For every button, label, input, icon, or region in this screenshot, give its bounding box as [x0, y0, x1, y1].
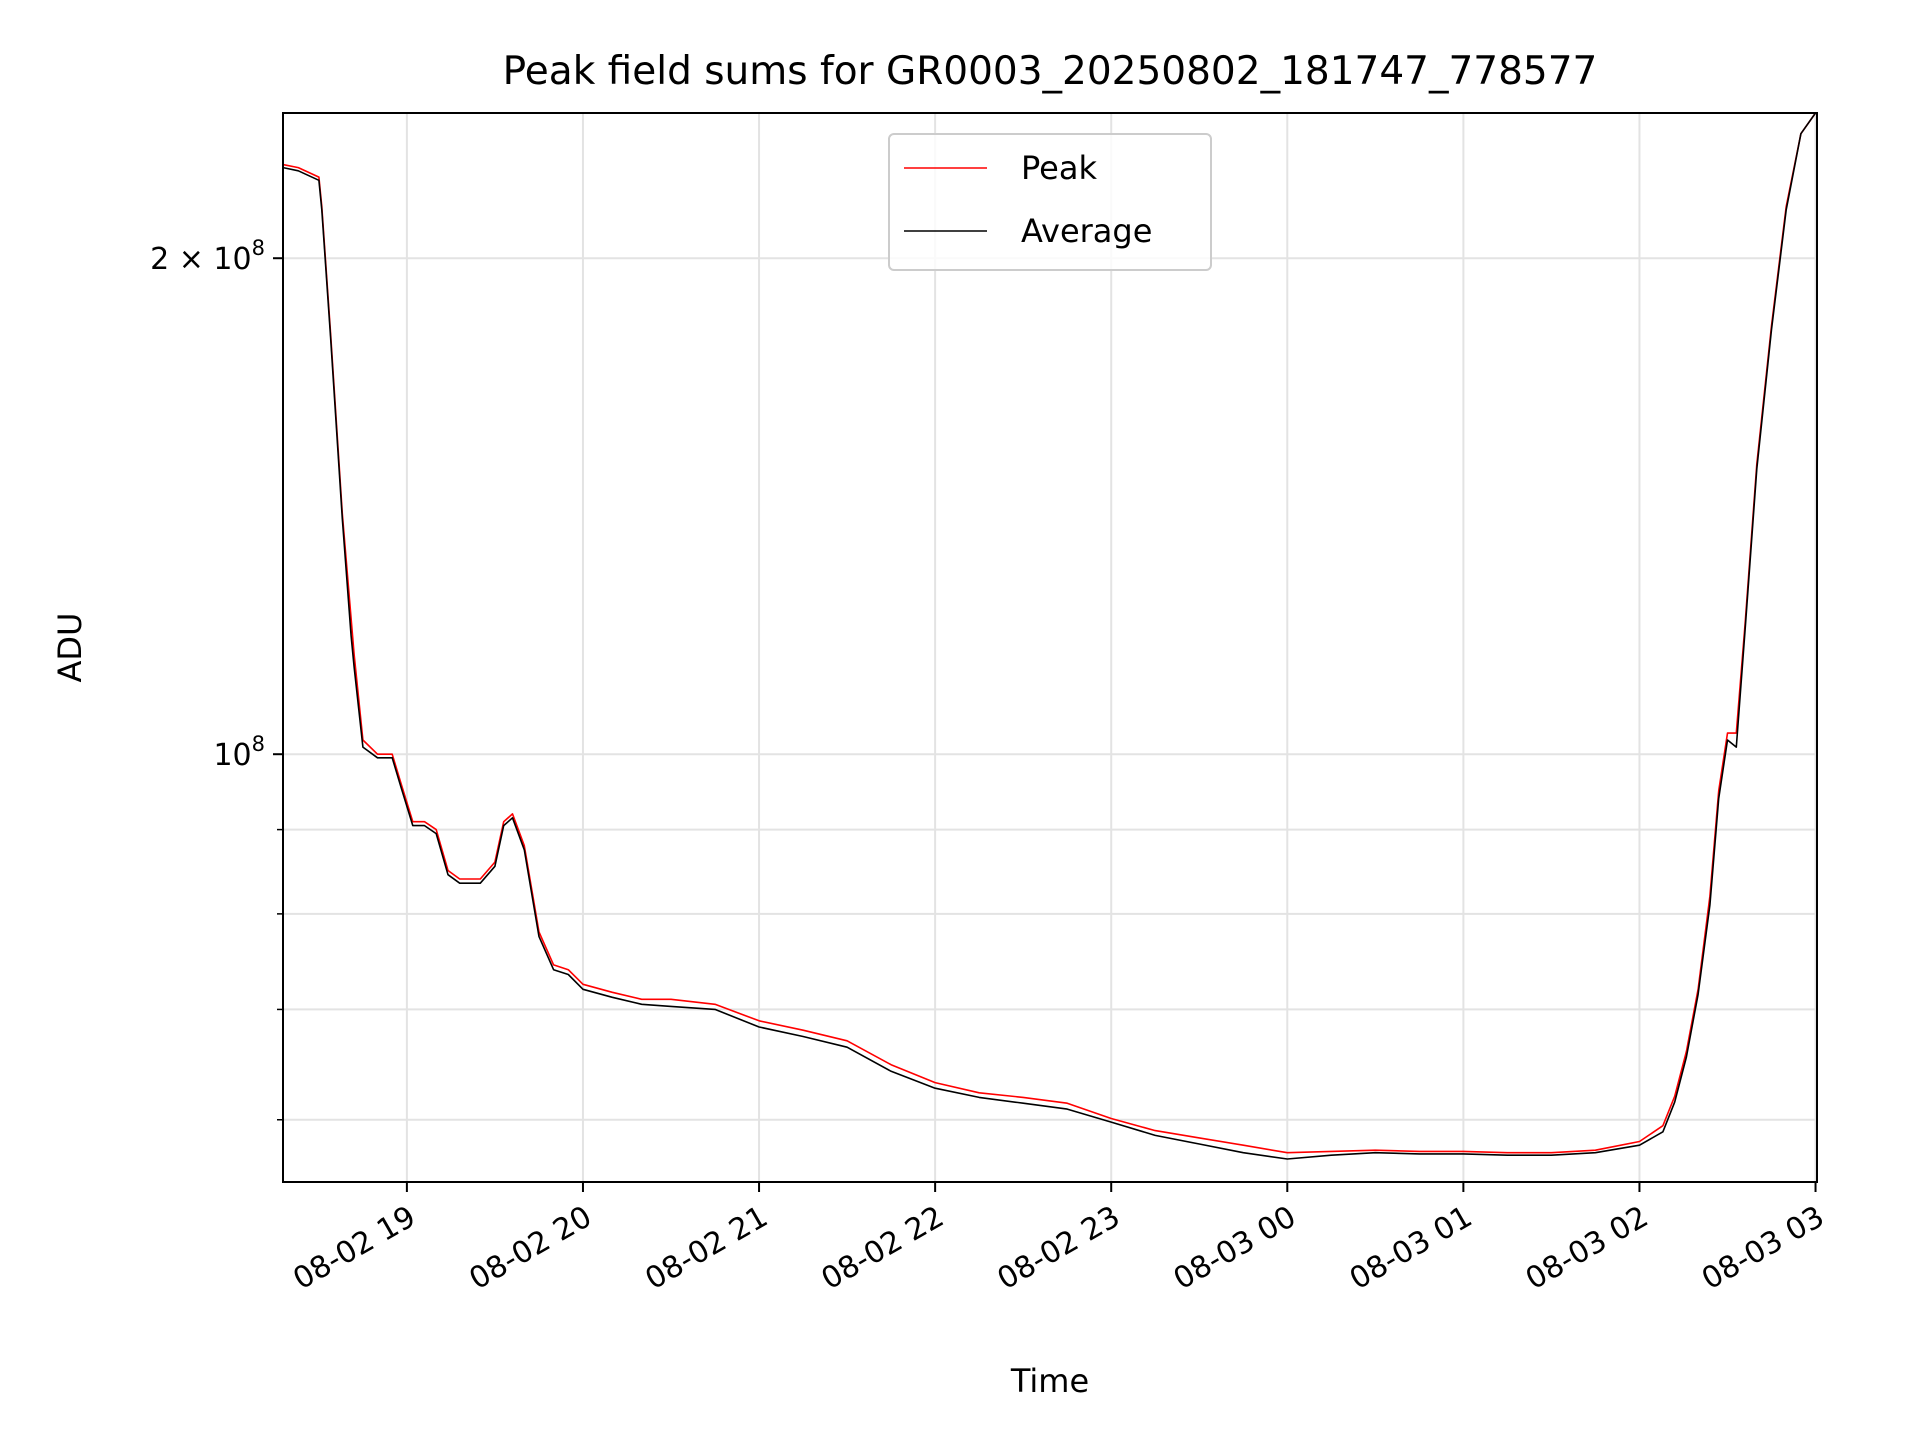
x-axis-ticks: 08-02 19 08-02 20 08-02 21 08-02 22 08-02 23…	[287, 1182, 1830, 1297]
series-line-average	[283, 113, 1817, 1160]
series-line-peak	[283, 113, 1817, 1154]
y-tick-label: 108	[213, 732, 265, 773]
x-tick-label: 08-02 23	[992, 1199, 1126, 1297]
x-tick-label: 08-02 20	[463, 1199, 597, 1297]
x-tick-label: 08-02 19	[287, 1199, 421, 1297]
legend-label-average: Average	[1021, 212, 1152, 250]
axes-frame	[282, 112, 1818, 1183]
x-axis-label: Time	[1010, 1362, 1089, 1400]
x-tick-label: 08-03 01	[1344, 1199, 1478, 1297]
y-axis-ticks: 108 2 × 108	[150, 236, 283, 1121]
x-tick-label: 08-03 03	[1696, 1199, 1830, 1297]
y-axis-label: ADU	[51, 613, 89, 683]
x-tick-label: 08-02 22	[816, 1199, 950, 1297]
chart-title: Peak field sums for GR0003_20250802_1817…	[503, 49, 1598, 94]
x-tick-label: 08-03 00	[1168, 1199, 1302, 1297]
plot-lines	[283, 113, 1817, 1160]
x-tick-label: 08-02 21	[640, 1199, 774, 1297]
grid	[283, 113, 1817, 1182]
y-tick-label: 2 × 108	[150, 236, 265, 277]
legend: Peak Average	[888, 133, 1212, 271]
legend-label-peak: Peak	[1021, 149, 1097, 187]
x-tick-label: 08-03 02	[1520, 1199, 1654, 1297]
